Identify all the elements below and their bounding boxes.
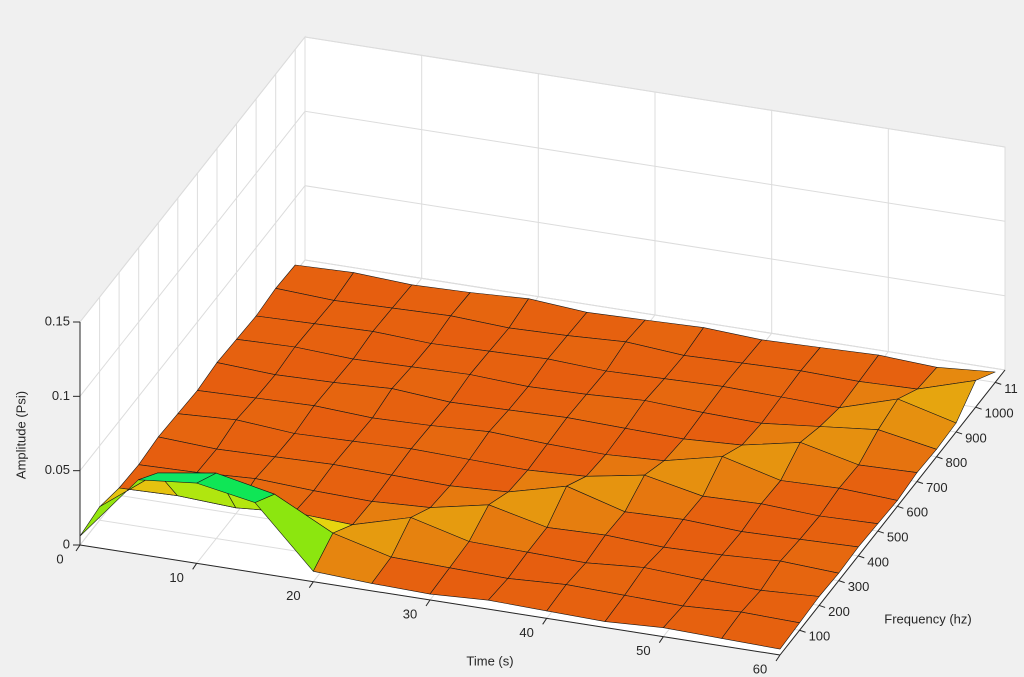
x-tick-label: 50 — [636, 643, 650, 658]
y-tick-label: 600 — [906, 505, 928, 520]
x-tick-label: 0 — [56, 551, 63, 566]
x-axis-label: Time (s) — [466, 653, 513, 668]
y-tick-label: 900 — [965, 430, 987, 445]
y-tick — [799, 629, 806, 633]
y-tick-label: 200 — [828, 604, 850, 619]
y-tick-label: 500 — [887, 530, 909, 545]
y-tick — [858, 555, 865, 559]
y-tick-label: 400 — [867, 554, 889, 569]
y-tick-label: 1000 — [985, 406, 1014, 421]
z-tick-label: 0 — [63, 536, 70, 551]
y-tick — [877, 530, 884, 534]
x-tick-label: 60 — [753, 661, 767, 676]
y-tick-label: 700 — [926, 480, 948, 495]
x-tick — [425, 599, 431, 607]
x-tick-label: 40 — [519, 625, 533, 640]
y-tick — [897, 505, 904, 509]
x-tick — [308, 581, 314, 588]
x-tick — [658, 636, 664, 643]
x-tick-label: 30 — [403, 606, 417, 621]
plot-area — [79, 35, 1006, 656]
y-axis-label: Frequency (hz) — [884, 611, 971, 626]
y-tick — [975, 406, 982, 410]
x-tick-label: 10 — [169, 570, 183, 585]
y-tick — [995, 381, 1002, 385]
y-axis — [779, 369, 1006, 656]
y-tick — [916, 481, 924, 484]
z-tick-label: 0.05 — [45, 462, 70, 477]
y-tick-label: 800 — [946, 455, 968, 470]
surface-cell — [721, 611, 800, 650]
x-tick — [75, 544, 81, 552]
x-tick — [775, 654, 781, 662]
y-tick-label: 300 — [848, 579, 870, 594]
z-axis-label: Amplitude (Psi) — [13, 391, 28, 479]
y-tick — [936, 456, 943, 460]
y-tick-label: 11 — [1004, 381, 1018, 396]
y-tick — [838, 580, 845, 584]
x-tick-label: 20 — [286, 588, 300, 603]
z-tick-label: 0.1 — [52, 388, 70, 403]
x-tick — [192, 563, 198, 570]
y-tick — [955, 431, 963, 435]
x-tick — [542, 618, 548, 625]
y-tick — [818, 604, 826, 608]
y-tick-label: 100 — [809, 629, 831, 644]
z-tick-label: 0.15 — [45, 313, 70, 328]
